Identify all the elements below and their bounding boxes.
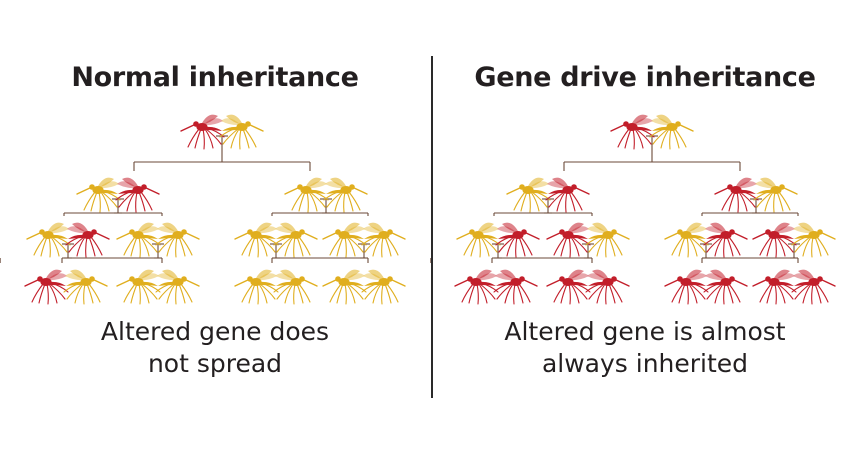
mosquito-icon [585, 222, 630, 258]
caption-line-1: Altered gene is almost [504, 317, 786, 346]
mosquito-icon [585, 269, 630, 305]
mosquito-icon [234, 222, 279, 258]
mosquito-icon [219, 114, 264, 150]
mosquito-icon [322, 269, 367, 305]
mosquito-group [454, 114, 836, 305]
mosquito-icon [26, 222, 71, 258]
panel-title: Normal inheritance [71, 62, 359, 93]
mosquito-icon [493, 269, 538, 305]
mosquito-icon [180, 114, 225, 150]
mosquito-icon [284, 177, 329, 213]
mosquito-icon [545, 177, 590, 213]
mosquito-icon [116, 222, 161, 258]
mosquito-icon [456, 222, 501, 258]
mosquito-icon [65, 222, 110, 258]
mosquito-icon [753, 177, 798, 213]
mosquito-icon [115, 177, 160, 213]
mosquito-icon [116, 269, 161, 305]
inheritance-tree [430, 114, 836, 305]
mosquito-icon [664, 222, 709, 258]
mosquito-icon [714, 177, 759, 213]
panel-divider [431, 56, 433, 398]
caption-line-1: Altered gene does [100, 317, 330, 346]
mosquito-icon [155, 269, 200, 305]
mosquito-icon [361, 222, 406, 258]
mosquito-icon [506, 177, 551, 213]
mosquito-icon [495, 222, 540, 258]
mosquito-icon [322, 222, 367, 258]
panel-caption: Altered gene does not spread [0, 316, 430, 380]
mosquito-icon [234, 269, 279, 305]
mosquito-icon [703, 269, 748, 305]
gene-drive-inheritance-panel: Gene drive inheritance Altered gene is a… [430, 0, 860, 461]
mosquito-icon [273, 222, 318, 258]
mosquito-icon [273, 269, 318, 305]
tree-connectors [0, 135, 370, 263]
mosquito-icon [752, 222, 797, 258]
normal-inheritance-panel: Normal inheritance Altered gene does not… [0, 62, 430, 380]
mosquito-icon [610, 114, 655, 150]
mosquito-icon [454, 269, 499, 305]
panel-caption: Altered gene is almost always inherited [430, 316, 860, 380]
mosquito-icon [76, 177, 121, 213]
mosquito-icon [791, 269, 836, 305]
panel-title: Gene drive inheritance [474, 62, 816, 93]
caption-line-2: not spread [147, 349, 283, 378]
mosquito-icon [323, 177, 368, 213]
mosquito-icon [546, 222, 591, 258]
caption-line-2: always inherited [541, 349, 749, 378]
mosquito-icon [155, 222, 200, 258]
mosquito-icon [546, 269, 591, 305]
mosquito-icon [63, 269, 108, 305]
mosquito-icon [24, 269, 69, 305]
mosquito-icon [703, 222, 748, 258]
mosquito-icon [752, 269, 797, 305]
mosquito-icon [649, 114, 694, 150]
mosquito-icon [791, 222, 836, 258]
mosquito-icon [664, 269, 709, 305]
mosquito-icon [361, 269, 406, 305]
inheritance-tree [0, 114, 406, 305]
mosquito-group [24, 114, 406, 305]
